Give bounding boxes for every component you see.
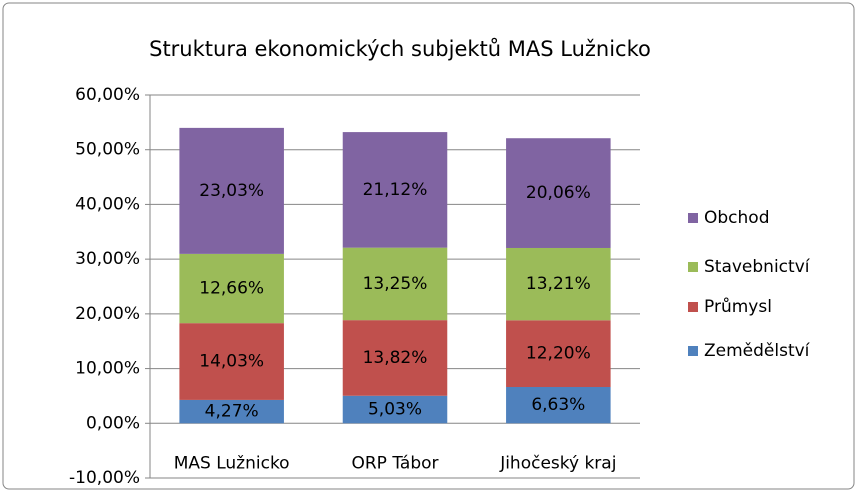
bar-segment bbox=[179, 127, 284, 254]
x-tick-label: Jihočeský kraj bbox=[499, 453, 616, 473]
legend-label: Zemědělství bbox=[704, 341, 811, 361]
legend-swatch bbox=[688, 302, 698, 312]
y-tick-label: -10,00% bbox=[69, 468, 140, 488]
bar-segment bbox=[506, 138, 611, 248]
bar-segment bbox=[179, 323, 284, 400]
data-label: 13,25% bbox=[363, 274, 428, 294]
y-tick-label: 60,00% bbox=[75, 85, 140, 105]
chart-title: Struktura ekonomických subjektů MAS Lužn… bbox=[149, 37, 651, 61]
legend-label: Obchod bbox=[704, 208, 770, 228]
bar-segment bbox=[506, 387, 611, 424]
legend-swatch bbox=[688, 262, 698, 272]
bar-segment bbox=[342, 132, 448, 248]
data-label: 20,06% bbox=[526, 183, 591, 203]
y-tick-label: 0,00% bbox=[86, 413, 140, 433]
bar-segment bbox=[506, 247, 611, 321]
legend-label: Stavebnictví bbox=[704, 257, 811, 277]
data-label: 12,66% bbox=[199, 279, 264, 299]
data-label: 23,03% bbox=[199, 181, 264, 201]
y-tick-label: 30,00% bbox=[75, 249, 140, 269]
data-label: 13,82% bbox=[363, 348, 428, 368]
y-tick-label: 40,00% bbox=[75, 194, 140, 214]
data-label: 14,03% bbox=[199, 352, 264, 372]
bar-segment bbox=[342, 247, 448, 321]
data-label: 4,27% bbox=[205, 402, 259, 422]
data-label: 5,03% bbox=[368, 400, 422, 420]
bar-segment bbox=[342, 395, 448, 424]
data-label: 12,20% bbox=[526, 344, 591, 364]
legend-swatch bbox=[688, 346, 698, 356]
x-tick-label: ORP Tábor bbox=[351, 453, 438, 473]
x-tick-label: MAS Lužnicko bbox=[174, 453, 290, 473]
legend-label: Průmysl bbox=[704, 297, 772, 317]
bar-segment bbox=[342, 320, 448, 396]
bar-segment bbox=[506, 320, 611, 388]
y-tick-label: 10,00% bbox=[75, 359, 140, 379]
y-tick-label: 50,00% bbox=[75, 140, 140, 160]
data-label: 21,12% bbox=[363, 180, 428, 200]
data-label: 6,63% bbox=[531, 395, 585, 415]
y-tick-label: 20,00% bbox=[75, 304, 140, 324]
bar-segment bbox=[179, 253, 284, 324]
legend-swatch bbox=[688, 213, 698, 223]
bar-segment bbox=[179, 399, 284, 424]
data-label: 13,21% bbox=[526, 274, 591, 294]
